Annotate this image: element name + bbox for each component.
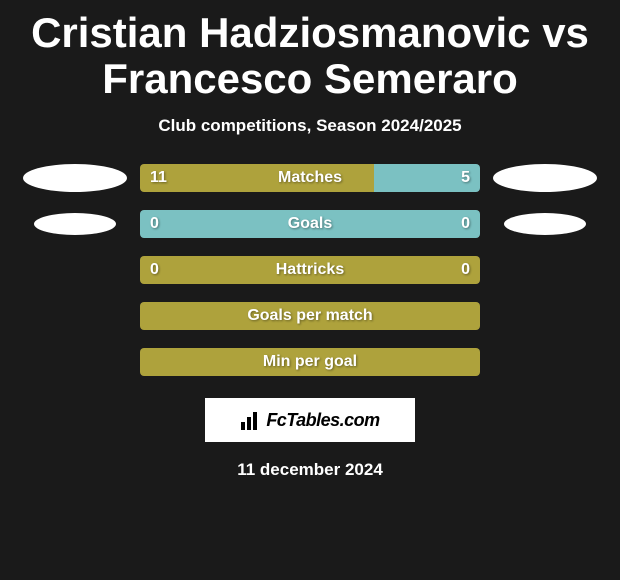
bar-seg-left — [140, 210, 310, 238]
page-title: Cristian Hadziosmanovic vs Francesco Sem… — [0, 0, 620, 102]
stat-bar: 00Goals — [140, 210, 480, 238]
bar-seg-right — [310, 210, 480, 238]
stat-bar: Min per goal — [140, 348, 480, 376]
bar-seg-left — [140, 302, 480, 330]
bar-seg-right — [374, 164, 480, 192]
stat-row: 115Matches — [0, 164, 620, 192]
stat-row: Goals per match — [0, 302, 620, 330]
bar-seg-left — [140, 164, 374, 192]
stat-bar: 115Matches — [140, 164, 480, 192]
comparison-rows: 115Matches 00Goals 00Hattricks Goals per ma… — [0, 164, 620, 376]
stat-bar: Goals per match — [140, 302, 480, 330]
logo-box: FcTables.com — [205, 398, 415, 442]
right-pill — [504, 213, 586, 235]
date: 11 december 2024 — [0, 460, 620, 480]
stat-bar: 00Hattricks — [140, 256, 480, 284]
stat-row: 00Goals — [0, 210, 620, 238]
stat-row: 00Hattricks — [0, 256, 620, 284]
stat-row: Min per goal — [0, 348, 620, 376]
left-pill — [23, 164, 127, 192]
bar-seg-left — [140, 256, 480, 284]
left-pill — [34, 213, 116, 235]
subtitle: Club competitions, Season 2024/2025 — [0, 116, 620, 136]
bars-icon — [240, 410, 262, 430]
right-pill — [493, 164, 597, 192]
logo-text: FcTables.com — [266, 410, 379, 431]
bar-seg-left — [140, 348, 480, 376]
